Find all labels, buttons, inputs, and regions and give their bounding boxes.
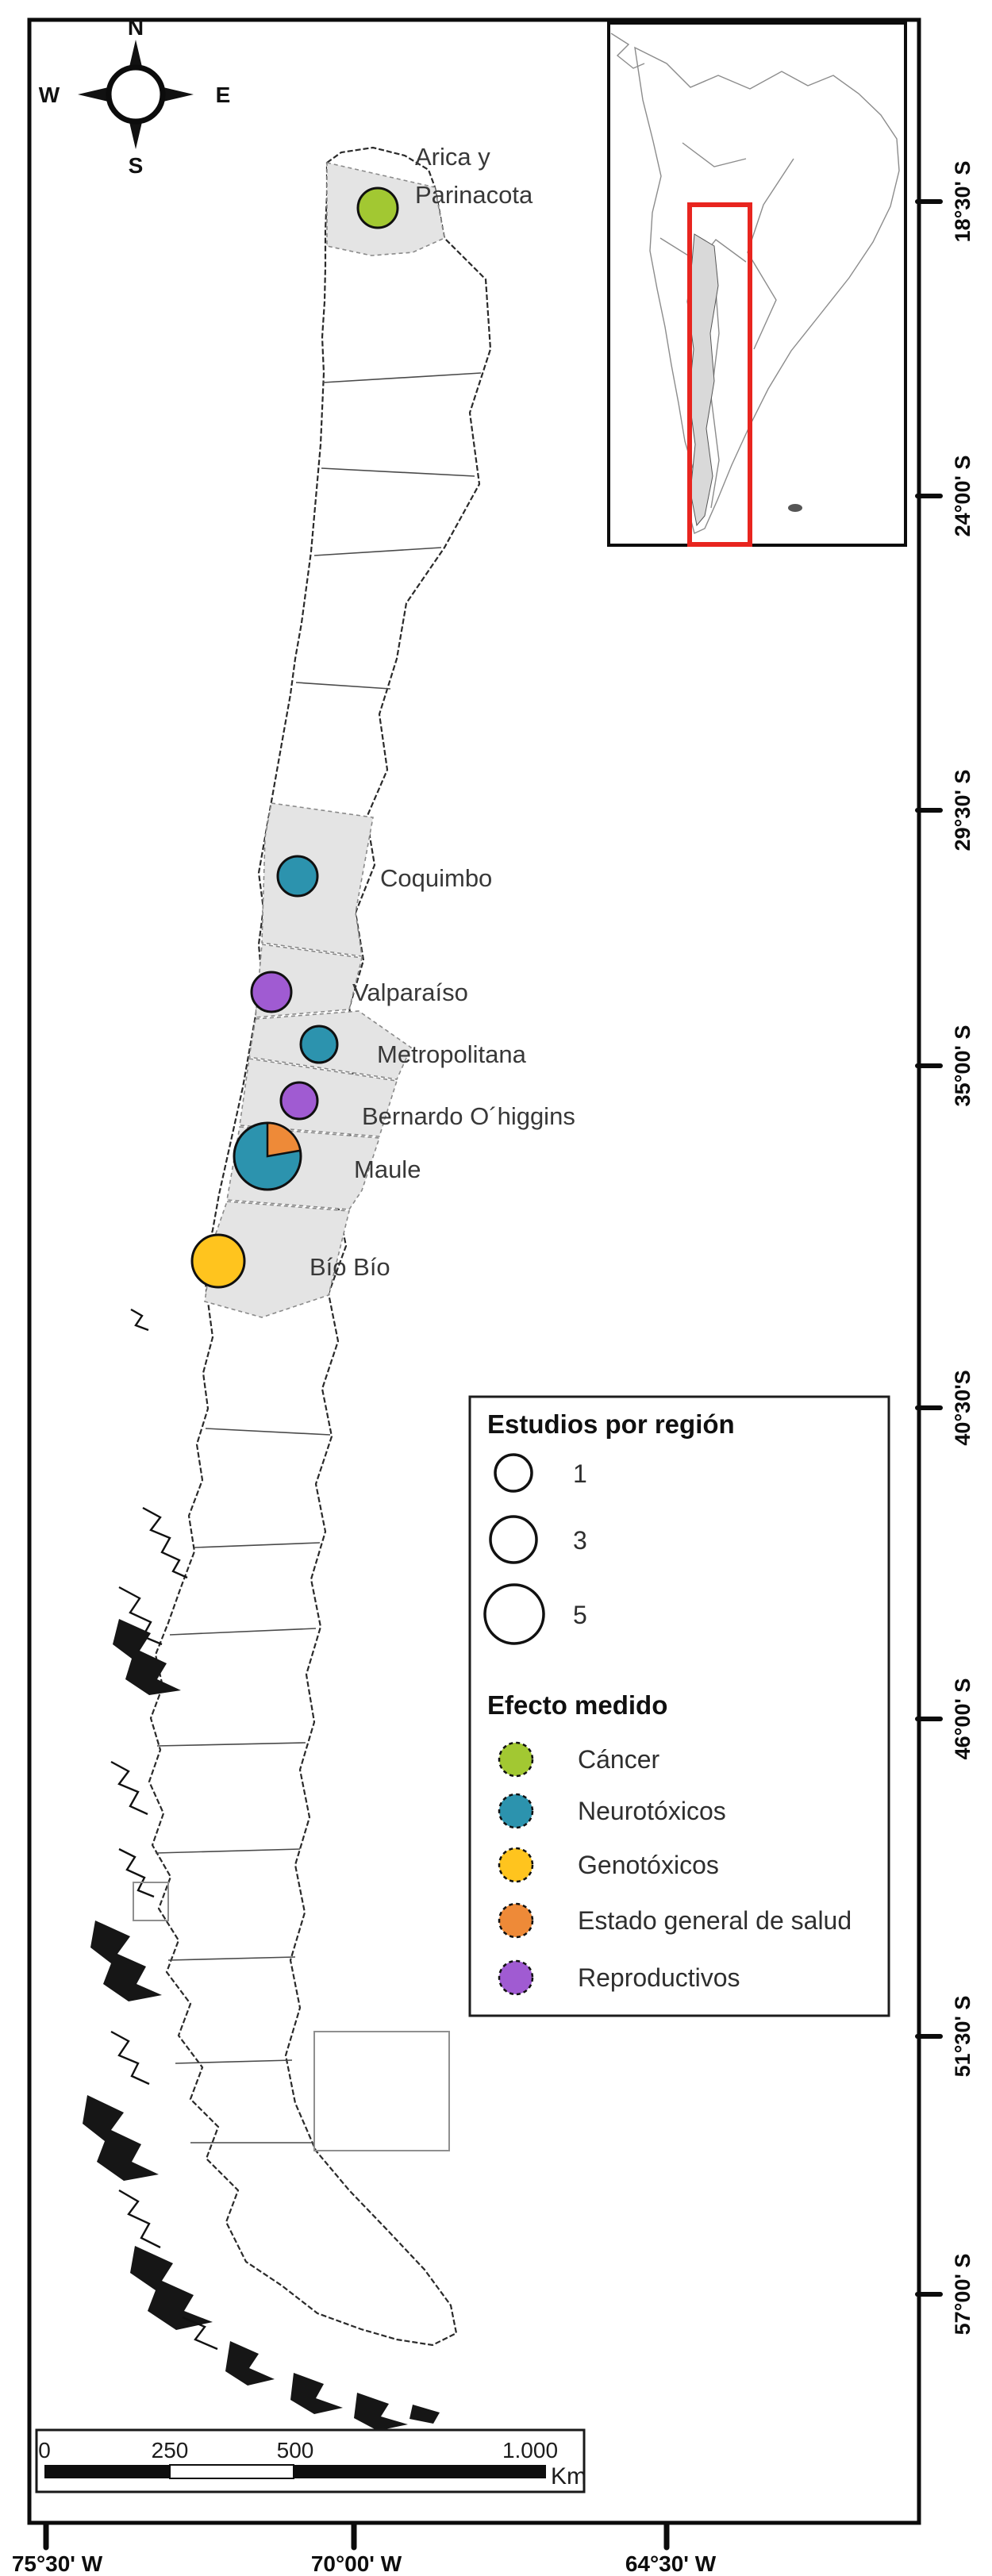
compass-w: W xyxy=(39,83,60,107)
marker-biobio xyxy=(190,1233,246,1289)
legend-size-circle-3 xyxy=(489,1515,538,1564)
scale-bar-white-segment xyxy=(169,2464,294,2479)
region-labels: Arica y Parinacota Coquimbo Valparaíso M… xyxy=(310,143,575,1281)
label-ohiggins: Bernardo O´higgins xyxy=(362,1102,575,1130)
marker-coquimbo xyxy=(276,855,319,898)
longitude-labels: 75°30' W 70°00' W 64°30' W xyxy=(12,2551,717,2576)
label-coquimbo: Coquimbo xyxy=(380,864,492,892)
label-valparaiso: Valparaíso xyxy=(352,978,468,1006)
scale-tick-250: 250 xyxy=(152,2438,189,2463)
label-biobio: Bío Bío xyxy=(310,1253,390,1281)
label-metropolitana: Metropolitana xyxy=(377,1040,527,1068)
scale-tick-1000: 1.000 xyxy=(502,2438,558,2463)
fjords xyxy=(83,1308,440,2431)
region-borders xyxy=(155,372,482,2143)
scale-bar-box xyxy=(35,2428,586,2493)
marker-arica xyxy=(356,186,399,229)
compass-east-point xyxy=(156,86,194,103)
legend-label-neurotoxicos: Neurotóxicos xyxy=(578,1797,726,1825)
compass-s: S xyxy=(129,153,144,178)
marker-maule-pie xyxy=(233,1121,302,1191)
legend-size-value-5: 5 xyxy=(573,1601,587,1629)
lat-label-5: 46°00' S xyxy=(951,1678,975,1760)
marker-ohiggins xyxy=(279,1081,319,1121)
legend-size-circle-1 xyxy=(494,1453,533,1493)
legend-label-cancer: Cáncer xyxy=(578,1745,660,1774)
lat-label-7: 57°00' S xyxy=(951,2254,975,2336)
compass-e: E xyxy=(216,83,231,107)
inset-highlight-rect xyxy=(687,202,752,547)
label-maule: Maule xyxy=(354,1155,421,1183)
legend-label-reproductivos: Reproductivos xyxy=(578,1963,740,1992)
scale-unit: Km xyxy=(551,2463,586,2489)
compass-n: N xyxy=(128,15,144,40)
lon-label-1: 70°00' W xyxy=(311,2551,402,2576)
legend-swatch-reproductivos xyxy=(498,1959,534,1996)
legend-box: Estudios por región 1 3 5 Efecto medido … xyxy=(468,1395,890,2017)
scale-bar-black xyxy=(44,2465,546,2478)
legend-size-value-1: 1 xyxy=(573,1459,587,1488)
scale-tick-500: 500 xyxy=(277,2438,314,2463)
inset-island-dot xyxy=(788,504,802,512)
inset-frame xyxy=(607,21,907,547)
lat-label-1: 24°00' S xyxy=(951,456,975,537)
south-inset-box-large xyxy=(313,2031,450,2151)
marker-metropolitana xyxy=(299,1025,339,1064)
maule-pie-wedge xyxy=(266,1121,302,1158)
marker-valparaiso xyxy=(250,971,293,1013)
legend-size-value-3: 3 xyxy=(573,1526,587,1555)
legend-effect-title: Efecto medido xyxy=(487,1690,667,1720)
region-markers xyxy=(190,186,399,1289)
latitude-labels: 18°30' S 24°00' S 29°30' S 35°00' S 40°3… xyxy=(951,161,975,2336)
legend-swatch-genotoxicos xyxy=(498,1847,534,1883)
longitude-axis xyxy=(43,2521,670,2551)
legend-size-title: Estudios por región xyxy=(487,1409,735,1439)
compass-circle xyxy=(106,64,166,125)
legend-size-circle-5 xyxy=(483,1583,545,1645)
lat-label-4: 40°30'S xyxy=(951,1370,975,1445)
lon-label-2: 64°30' W xyxy=(625,2551,717,2576)
inset-map xyxy=(607,21,907,547)
latitude-axis xyxy=(915,199,943,2297)
legend-swatch-neurotoxicos xyxy=(498,1793,534,1829)
lat-label-0: 18°30' S xyxy=(951,161,975,243)
legend-border xyxy=(468,1395,890,2017)
legend-label-genotoxicos: Genotóxicos xyxy=(578,1851,719,1879)
label-arica-line1: Arica y xyxy=(415,143,490,171)
compass-rose: N S W E xyxy=(39,15,231,178)
legend-swatch-cancer xyxy=(498,1741,534,1778)
label-arica-line2: Parinacota xyxy=(415,181,533,209)
south-inset-box-small xyxy=(133,1882,169,1921)
scale-bar: 0 250 500 1.000 Km xyxy=(35,2428,586,2493)
compass-west-point xyxy=(78,86,115,103)
lat-label-2: 29°30' S xyxy=(951,770,975,852)
lat-label-6: 51°30' S xyxy=(951,1996,975,2078)
lat-label-3: 35°00' S xyxy=(951,1025,975,1107)
scale-tick-0: 0 xyxy=(38,2438,51,2463)
lon-label-0: 75°30' W xyxy=(12,2551,103,2576)
legend-swatch-estado-general xyxy=(498,1902,534,1939)
legend-label-estado-general: Estado general de salud xyxy=(578,1906,852,1935)
